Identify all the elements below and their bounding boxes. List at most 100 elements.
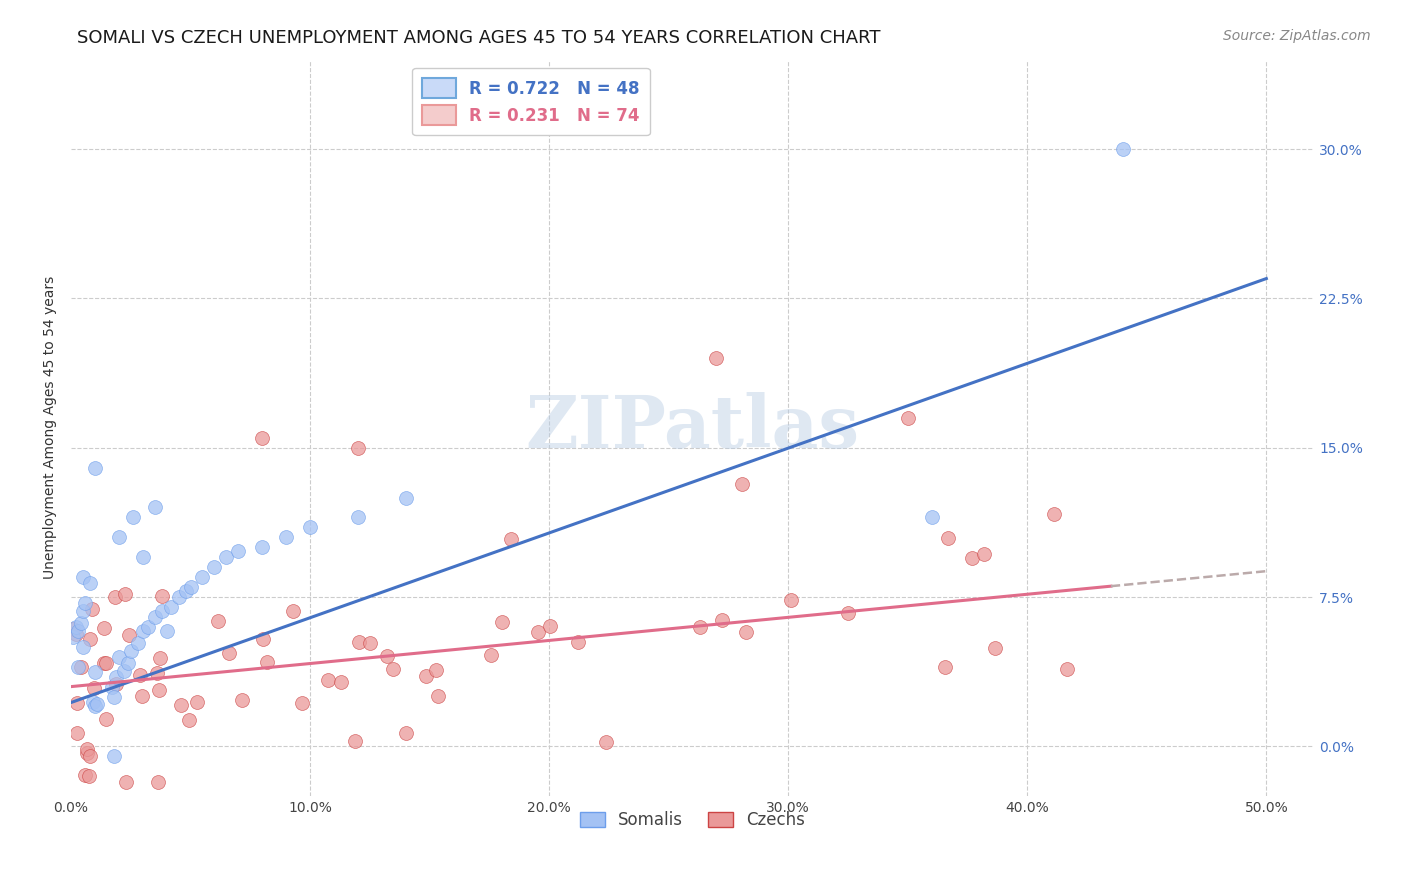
Point — [215, 550, 238, 565]
Point — [780, 593, 803, 607]
Point — [689, 620, 711, 634]
Y-axis label: Unemployment Among Ages 45 to 54 years: Unemployment Among Ages 45 to 54 years — [44, 277, 58, 580]
Point — [79, 748, 101, 763]
Point — [104, 677, 127, 691]
Point — [103, 749, 125, 764]
Point — [94, 656, 117, 670]
Point — [67, 624, 90, 638]
Point — [299, 520, 322, 534]
Point — [84, 665, 107, 679]
Point — [160, 599, 183, 614]
Point — [84, 460, 107, 475]
Point — [62, 622, 84, 636]
Point — [291, 697, 314, 711]
Point — [76, 746, 98, 760]
Point — [146, 666, 169, 681]
Point — [479, 648, 502, 662]
Point — [66, 696, 89, 710]
Point — [499, 532, 522, 546]
Point — [148, 775, 170, 789]
Point — [170, 698, 193, 712]
Point — [150, 589, 173, 603]
Point — [706, 351, 728, 366]
Point — [132, 624, 155, 638]
Point — [186, 695, 208, 709]
Point — [207, 615, 229, 629]
Point — [72, 570, 94, 584]
Point — [1112, 142, 1135, 156]
Point — [120, 644, 142, 658]
Point — [77, 768, 100, 782]
Point — [65, 627, 87, 641]
Point — [897, 410, 920, 425]
Point — [1056, 662, 1078, 676]
Point — [527, 624, 550, 639]
Point — [347, 635, 370, 649]
Point — [104, 590, 127, 604]
Text: SOMALI VS CZECH UNEMPLOYMENT AMONG AGES 45 TO 54 YEARS CORRELATION CHART: SOMALI VS CZECH UNEMPLOYMENT AMONG AGES … — [77, 29, 880, 46]
Point — [86, 697, 108, 711]
Point — [118, 628, 141, 642]
Point — [66, 726, 89, 740]
Text: ZIPatlas: ZIPatlas — [526, 392, 859, 463]
Point — [191, 570, 214, 584]
Point — [252, 632, 274, 647]
Point — [115, 775, 138, 789]
Point — [75, 767, 97, 781]
Point — [122, 510, 145, 524]
Point — [256, 655, 278, 669]
Point — [344, 733, 367, 747]
Point — [103, 690, 125, 704]
Point — [62, 630, 84, 644]
Point — [148, 683, 170, 698]
Point — [347, 441, 370, 455]
Point — [427, 689, 450, 703]
Point — [72, 640, 94, 654]
Point — [69, 660, 91, 674]
Point — [82, 602, 104, 616]
Point — [117, 656, 139, 670]
Point — [231, 692, 253, 706]
Point — [347, 510, 370, 524]
Point — [93, 657, 115, 671]
Point — [136, 620, 159, 634]
Point — [76, 742, 98, 756]
Point — [114, 587, 136, 601]
Point — [143, 500, 166, 515]
Point — [329, 675, 352, 690]
Point — [228, 544, 250, 558]
Point — [79, 632, 101, 647]
Point — [276, 530, 298, 544]
Point — [167, 590, 190, 604]
Point — [731, 477, 754, 491]
Point — [1042, 507, 1064, 521]
Point — [425, 664, 447, 678]
Point — [936, 531, 959, 545]
Point — [252, 541, 274, 555]
Point — [934, 660, 956, 674]
Point — [84, 698, 107, 713]
Point — [108, 649, 131, 664]
Point — [711, 613, 734, 627]
Point — [204, 560, 226, 574]
Point — [75, 596, 97, 610]
Point — [131, 690, 153, 704]
Legend: Somalis, Czechs: Somalis, Czechs — [574, 805, 813, 836]
Point — [100, 680, 122, 694]
Point — [83, 681, 105, 696]
Point — [395, 726, 418, 740]
Point — [375, 648, 398, 663]
Point — [180, 580, 202, 594]
Point — [67, 659, 90, 673]
Point — [69, 615, 91, 630]
Text: Source: ZipAtlas.com: Source: ZipAtlas.com — [1223, 29, 1371, 43]
Point — [174, 584, 197, 599]
Point — [149, 651, 172, 665]
Point — [112, 664, 135, 678]
Point — [108, 530, 131, 544]
Point — [127, 636, 149, 650]
Point — [316, 673, 339, 687]
Point — [93, 620, 115, 634]
Point — [82, 695, 104, 709]
Point — [150, 604, 173, 618]
